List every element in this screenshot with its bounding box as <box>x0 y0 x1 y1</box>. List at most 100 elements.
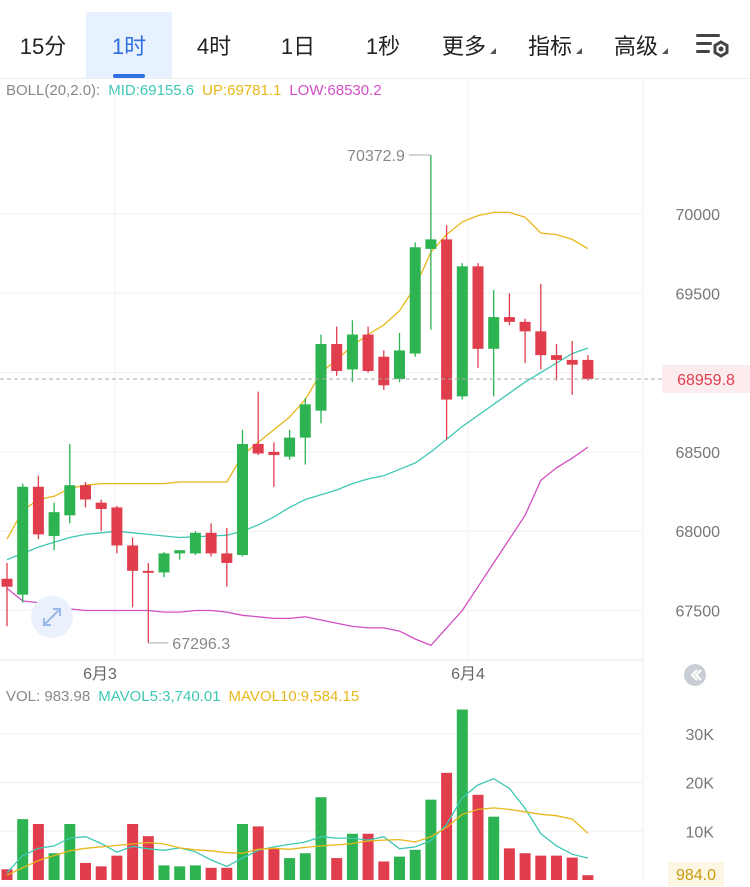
volume-bar <box>80 862 91 880</box>
candle-body <box>362 334 374 372</box>
volume-bar <box>158 865 170 880</box>
price-tick-label: 67500 <box>676 604 721 621</box>
tab-label: 1日 <box>280 34 316 59</box>
boll-label: BOLL(20,2.0): <box>6 82 101 99</box>
volume-tick-label: 30K <box>686 727 715 744</box>
price-tick-label: 70000 <box>676 207 721 224</box>
tab-6[interactable]: 指标 <box>512 12 598 78</box>
candle-body <box>80 485 91 500</box>
candle-body <box>315 344 327 411</box>
tab-5[interactable]: 更多 <box>426 12 512 78</box>
current-price-label: 68959.8 <box>677 372 735 389</box>
mavol10-line <box>6 807 589 876</box>
candle-body <box>48 512 60 536</box>
volume-bar <box>362 833 374 880</box>
candle-body <box>346 334 358 370</box>
tab-label: 更多 <box>441 34 486 59</box>
expand-arrow-icon <box>43 618 51 626</box>
tab-label: 4时 <box>196 34 232 59</box>
volume-bar <box>582 875 594 880</box>
volume-bar <box>64 823 76 880</box>
candle-body <box>488 317 500 349</box>
candle-body <box>252 443 264 454</box>
candle-body <box>268 451 280 456</box>
volume-bar <box>32 823 44 880</box>
mavol5-line <box>6 777 589 874</box>
candle-body <box>394 350 405 379</box>
volume-tick-label: 10K <box>686 824 715 841</box>
candle-body <box>566 359 578 365</box>
candle-body <box>111 507 123 546</box>
boll-lower-line <box>6 446 589 647</box>
candle-body <box>189 532 201 554</box>
volume-bar <box>346 833 358 880</box>
volume-bar <box>111 855 123 880</box>
candle-body <box>284 437 296 457</box>
tab-1[interactable]: 1时 <box>86 12 172 78</box>
volume-bar <box>268 848 280 880</box>
current-volume-tag <box>668 862 724 886</box>
price-tick-label: 68500 <box>676 445 721 462</box>
candle-body <box>331 344 343 372</box>
tab-2[interactable]: 4时 <box>172 12 256 78</box>
volume-bar <box>127 823 139 880</box>
volume-bar <box>503 848 515 880</box>
volume-bar <box>284 858 296 880</box>
chart-settings-icon[interactable] <box>694 30 732 64</box>
tab-3[interactable]: 1日 <box>256 12 340 78</box>
high-price-label: 70372.9 <box>347 148 405 165</box>
tab-label: 1秒 <box>365 34 401 59</box>
candle-body <box>519 321 531 332</box>
volume-bar <box>488 816 500 880</box>
dropdown-corner-icon <box>490 48 496 54</box>
tab-0[interactable]: 15分 <box>0 12 86 78</box>
candle-body <box>32 486 44 535</box>
candle-body <box>299 404 311 438</box>
volume-bar <box>48 853 60 880</box>
candle-body <box>205 532 217 554</box>
current-price-tag <box>662 364 750 393</box>
volume-bar <box>456 709 468 880</box>
volume-bar <box>551 855 562 880</box>
dropdown-corner-icon <box>662 48 668 54</box>
volume-bar <box>17 819 29 880</box>
candle-body <box>378 356 390 386</box>
boll-low: LOW:68530.2 <box>289 82 382 99</box>
current-volume-label: 984.0 <box>676 867 716 884</box>
volume-bar <box>221 867 233 880</box>
candle-body <box>142 570 154 573</box>
tab-label: 高级 <box>613 34 658 59</box>
dropdown-corner-icon <box>576 48 582 54</box>
candle-body <box>64 485 76 516</box>
volume-bar <box>441 772 453 880</box>
candle-body <box>503 317 515 322</box>
volume-bar <box>205 867 217 880</box>
volume-bar <box>331 858 343 880</box>
tab-7[interactable]: 高级 <box>598 12 684 78</box>
time-tick-label: 6月4 <box>451 666 485 683</box>
tab-4[interactable]: 1秒 <box>340 12 426 78</box>
volume-bar <box>189 865 201 880</box>
candle-body <box>174 550 186 554</box>
boll-up: UP:69781.1 <box>202 82 282 99</box>
low-price-label: 67296.3 <box>172 636 230 653</box>
volume-bar <box>95 866 107 880</box>
candle-body <box>409 247 421 354</box>
volume-tick-label: 20K <box>686 776 715 793</box>
candle-body <box>535 331 547 356</box>
candle-body <box>158 553 170 573</box>
candle-body <box>582 359 594 379</box>
volume-bar <box>409 849 421 880</box>
tab-label: 指标 <box>527 34 572 59</box>
volume-bar <box>252 826 264 880</box>
candle-body <box>237 443 248 555</box>
mavol5-value: MAVOL5:3,740.01 <box>98 688 221 705</box>
header-divider <box>0 78 750 79</box>
candle-body <box>17 486 29 595</box>
volume-legend: VOL: 983.98 MAVOL5:3,740.01 MAVOL10:9,584.… <box>6 688 367 705</box>
collapse-chevron-icon <box>694 669 702 681</box>
boll-legend: BOLL(20,2.0): MID:69155.6 UP:69781.1 LOW:68… <box>6 82 390 99</box>
volume-bar <box>519 853 531 880</box>
price-tick-label: 68000 <box>676 524 721 541</box>
